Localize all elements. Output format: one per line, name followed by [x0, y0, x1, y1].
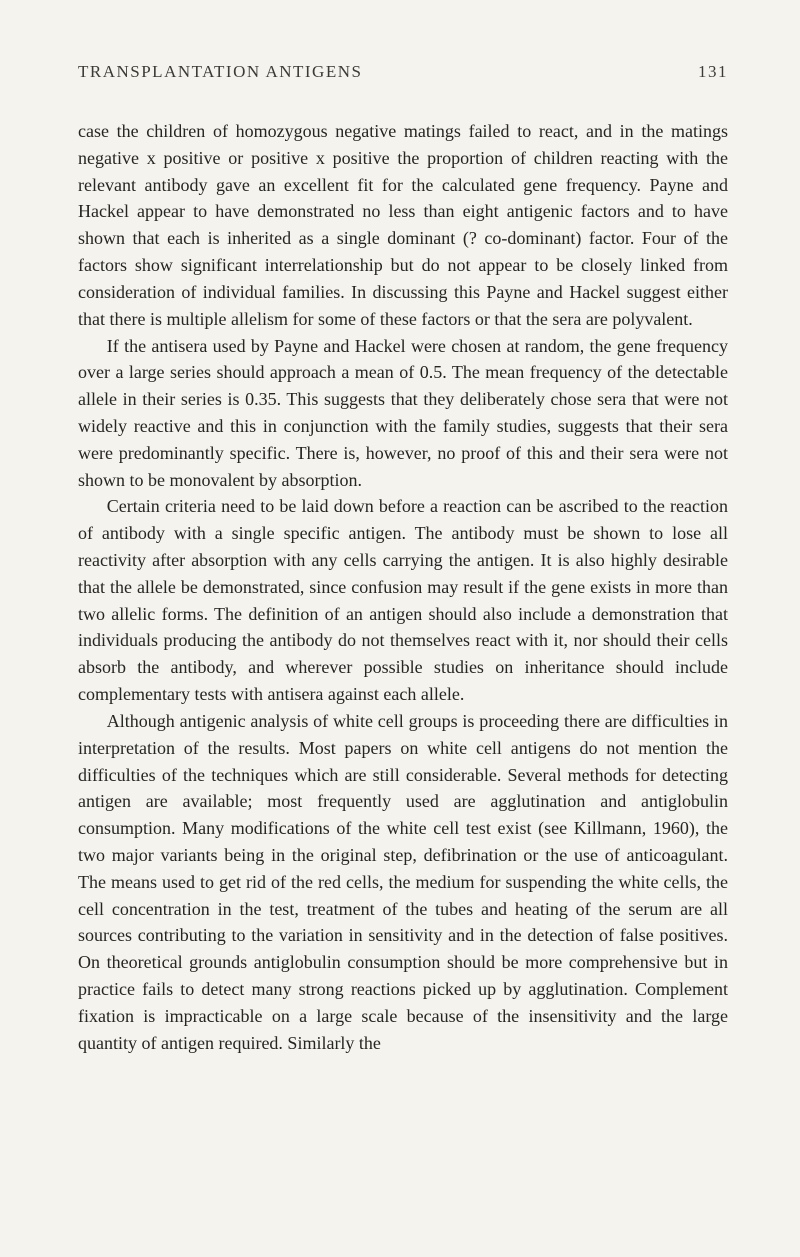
paragraph-3: Certain criteria need to be laid down be…	[78, 493, 728, 708]
page-header: TRANSPLANTATION ANTIGENS 131	[78, 62, 728, 82]
paragraph-4: Although antigenic analysis of white cel…	[78, 708, 728, 1057]
paragraph-1: case the children of homozygous negative…	[78, 118, 728, 333]
page-body: case the children of homozygous negative…	[78, 118, 728, 1056]
running-title: TRANSPLANTATION ANTIGENS	[78, 62, 362, 82]
paragraph-2: If the antisera used by Payne and Hackel…	[78, 333, 728, 494]
page-number: 131	[698, 62, 728, 82]
